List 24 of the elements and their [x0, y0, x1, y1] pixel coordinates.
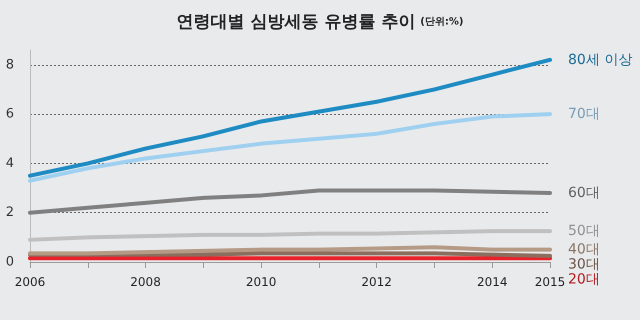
series-label: 50대 — [568, 223, 600, 240]
x-tick-label: 2012 — [361, 275, 392, 289]
y-tick-label: 8 — [6, 57, 14, 72]
line-series — [28, 58, 552, 178]
series-label: 80세 이상 — [568, 52, 632, 68]
chart-subtitle: (단위:%) — [420, 16, 464, 28]
line-series — [28, 188, 552, 215]
x-tick-label: 2014 — [476, 275, 508, 289]
y-tick-label: 6 — [6, 106, 14, 122]
line-series — [28, 245, 552, 256]
x-tick-label: 2015 — [534, 275, 566, 289]
series-label: 20대 — [568, 272, 600, 288]
series-label: 70대 — [568, 106, 600, 122]
y-tick-label: 4 — [6, 156, 14, 171]
y-tick-label: 0 — [6, 254, 14, 270]
series-label: 30대 — [568, 256, 600, 273]
x-tick-label: 2006 — [14, 275, 46, 289]
chart-title: 연령대별 심방세동 유병률 추이 — [176, 12, 416, 32]
line-series — [28, 112, 552, 183]
x-tick-label: 2008 — [130, 275, 161, 289]
series-label: 40대 — [568, 242, 600, 258]
x-tick-label: 2010 — [246, 275, 276, 289]
series-label: 60대 — [568, 184, 600, 201]
y-tick-label: 2 — [6, 205, 14, 220]
